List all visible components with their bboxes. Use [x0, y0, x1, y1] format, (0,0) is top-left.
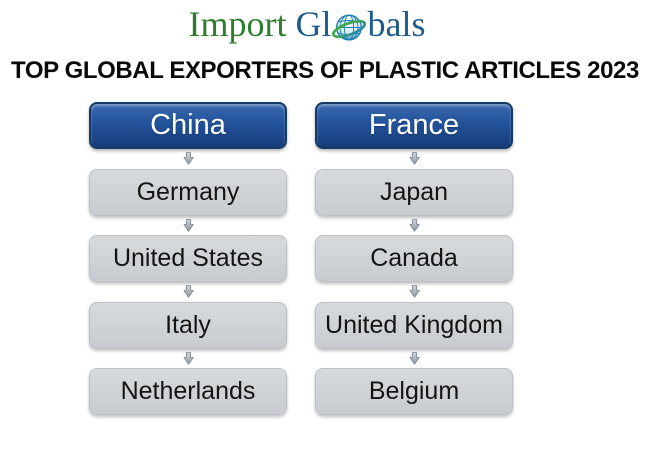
down-arrow-icon [183, 216, 194, 236]
logo: Import Gl [0, 5, 632, 43]
country-box-japan: Japan [315, 168, 513, 216]
country-box-netherlands: Netherlands [89, 368, 287, 415]
down-arrow-icon [409, 282, 420, 302]
country-box-united-kingdom: United Kingdom [315, 301, 513, 349]
down-arrow-icon [409, 216, 420, 236]
country-box-france: France [315, 102, 513, 149]
down-arrow-icon [183, 282, 194, 302]
down-arrow-icon [183, 349, 194, 369]
logo-text-bals: bals [367, 4, 426, 44]
country-box-united-states: United States [89, 235, 287, 282]
country-box-canada: Canada [315, 235, 513, 282]
exporters-column-2: France Japan Canada United Kingdom Belgi… [315, 102, 513, 415]
globe-icon [331, 10, 367, 48]
country-box-china: China [89, 102, 287, 149]
down-arrow-icon [183, 149, 194, 169]
down-arrow-icon [409, 149, 420, 169]
down-arrow-icon [409, 349, 420, 369]
logo-text-import: Import [188, 4, 287, 44]
exporters-column-1: China Germany United States Italy Nether… [89, 102, 287, 415]
country-box-germany: Germany [89, 168, 287, 216]
page-title: TOP GLOBAL EXPORTERS OF PLASTIC ARTICLES… [11, 57, 639, 84]
logo-text-gl: Gl [295, 4, 332, 44]
country-box-italy: Italy [89, 301, 287, 349]
country-box-belgium: Belgium [315, 368, 513, 415]
